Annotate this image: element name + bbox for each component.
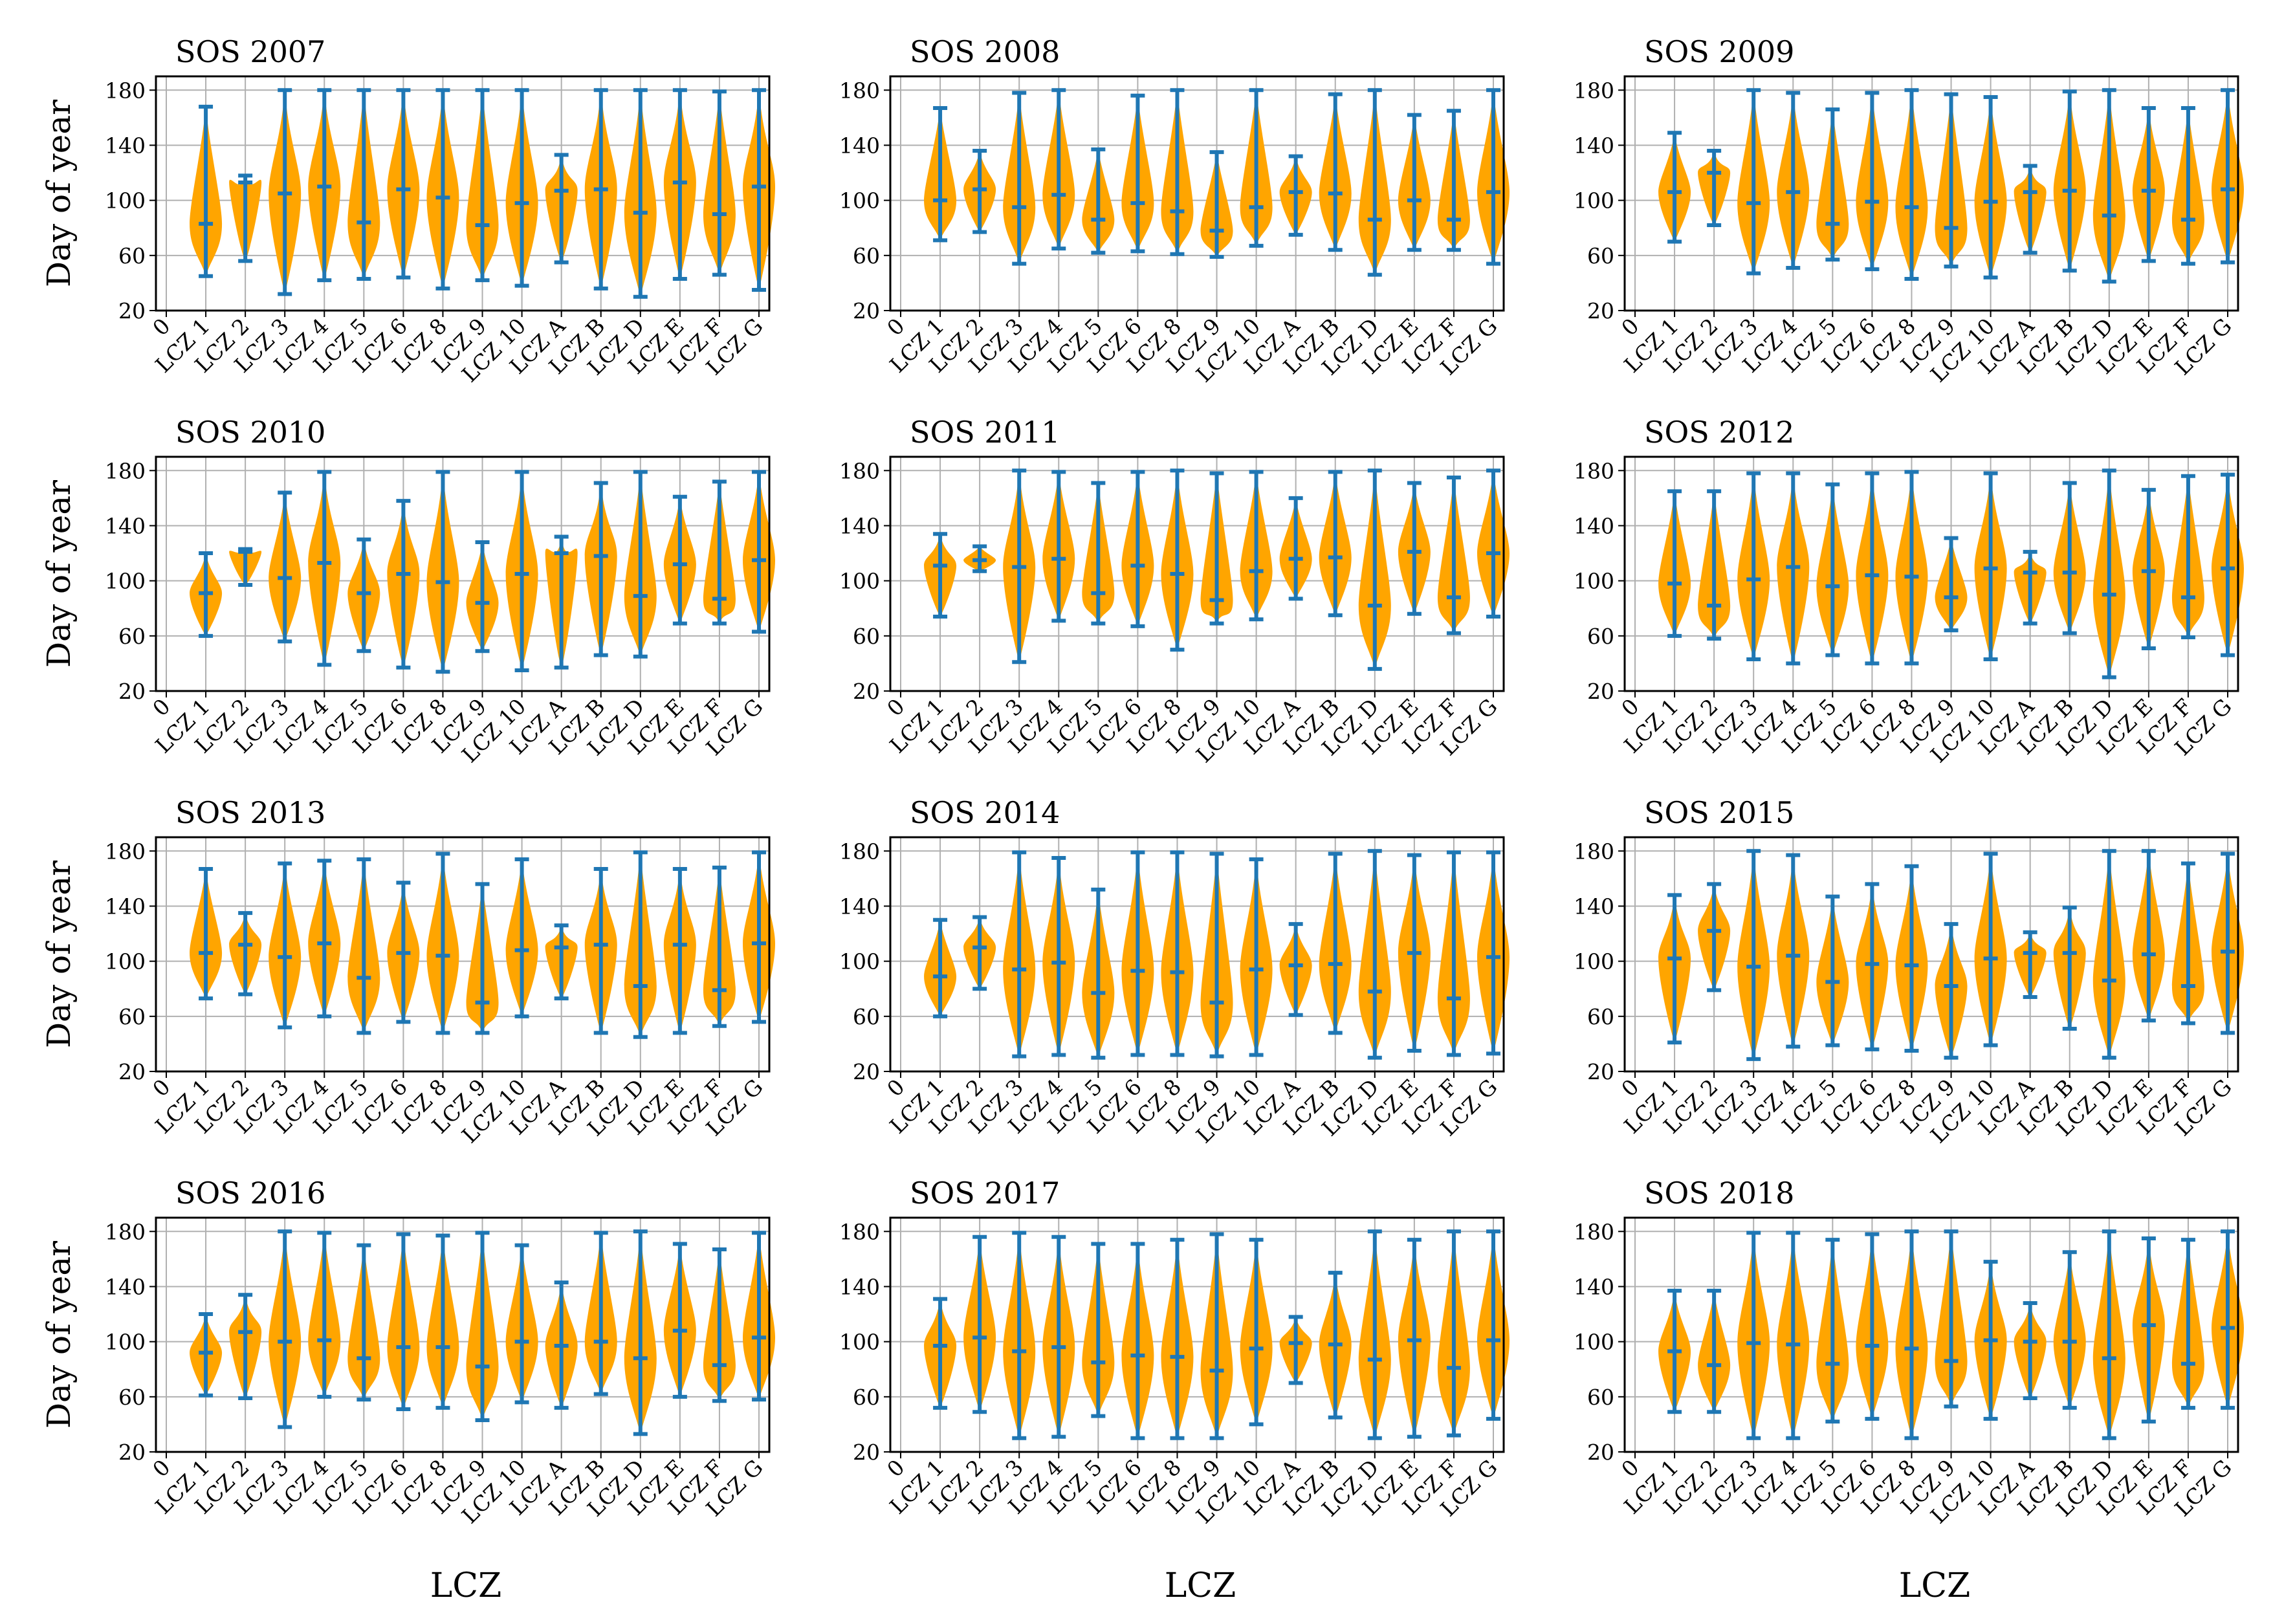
y-tick-label: 180 [1574,1219,1614,1244]
y-tick-label: 180 [839,78,880,103]
y-axis-label: Day of year [40,861,78,1048]
chart-title: SOS 2014 [910,795,1060,830]
y-tick-label: 140 [1574,133,1614,158]
y-tick-label: 100 [839,949,880,974]
axes-frame [1623,1216,2239,1453]
y-tick-label: 60 [853,243,880,269]
y-tick-label: 180 [1574,78,1614,103]
y-tick-label: 20 [1587,1059,1614,1084]
y-tick-label: 180 [1574,458,1614,483]
y-tick-label: 20 [853,679,880,704]
y-tick-label: 180 [839,458,880,483]
chart-title: SOS 2011 [910,415,1060,450]
y-tick-label: 140 [1574,1274,1614,1299]
y-tick-label: 100 [1574,1330,1614,1355]
y-tick-label: 20 [1587,298,1614,324]
y-tick-label: 100 [105,569,146,594]
y-tick-label: 180 [105,78,146,103]
axes-frame [889,75,1505,312]
y-axis-label: Day of year [40,480,78,668]
y-tick-label: 140 [839,1274,880,1299]
y-tick-label: 20 [118,679,146,704]
axes-frame [1623,75,2239,312]
y-tick-label: 60 [118,624,146,649]
y-tick-label: 20 [118,1059,146,1084]
y-tick-label: 60 [1587,243,1614,269]
y-tick-label: 60 [853,1004,880,1029]
chart-title: SOS 2013 [175,795,325,830]
y-tick-label: 100 [1574,949,1614,974]
y-tick-label: 140 [1574,894,1614,919]
chart-title: SOS 2009 [1644,34,1794,69]
axes-frame [155,455,771,692]
y-tick-label: 140 [839,894,880,919]
chart-title: SOS 2016 [175,1176,325,1211]
chart-title: SOS 2007 [175,34,325,69]
axes-frame [889,1216,1505,1453]
y-tick-label: 140 [105,513,146,538]
y-axis-label: Day of year [40,100,78,287]
y-tick-label: 20 [853,1059,880,1084]
y-tick-label: 60 [118,1385,146,1410]
y-tick-label: 100 [1574,188,1614,214]
y-tick-label: 180 [839,839,880,864]
y-tick-label: 60 [118,1004,146,1029]
y-tick-label: 60 [853,1385,880,1410]
y-tick-label: 20 [853,1440,880,1465]
y-tick-label: 100 [105,188,146,214]
y-tick-label: 100 [105,1330,146,1355]
axes-frame [889,836,1505,1073]
axes-frame [1623,455,2239,692]
x-axis-label-col2: LCZ [1165,1566,1236,1605]
chart-title: SOS 2012 [1644,415,1794,450]
axes-frame [889,455,1505,692]
y-tick-label: 180 [105,1219,146,1244]
x-axis-label-col3: LCZ [1899,1566,1970,1605]
y-axis-label: Day of year [40,1241,78,1429]
chart-title: SOS 2018 [1644,1176,1794,1211]
y-tick-label: 140 [839,513,880,538]
axes-frame [1623,836,2239,1073]
y-tick-label: 20 [1587,1440,1614,1465]
y-tick-label: 60 [118,243,146,269]
axes-frame [155,1216,771,1453]
y-tick-label: 180 [1574,839,1614,864]
y-tick-label: 100 [839,188,880,214]
axes-frame [155,75,771,312]
y-tick-label: 180 [105,458,146,483]
y-tick-label: 100 [839,569,880,594]
y-tick-label: 60 [853,624,880,649]
y-tick-label: 20 [118,298,146,324]
y-tick-label: 20 [1587,679,1614,704]
y-tick-label: 60 [1587,1004,1614,1029]
chart-title: SOS 2015 [1644,795,1794,830]
y-tick-label: 100 [1574,569,1614,594]
y-tick-label: 20 [853,298,880,324]
y-tick-label: 140 [105,1274,146,1299]
y-tick-label: 140 [1574,513,1614,538]
chart-title: SOS 2008 [910,34,1060,69]
y-tick-label: 180 [839,1219,880,1244]
axes-frame [155,836,771,1073]
y-tick-label: 60 [1587,1385,1614,1410]
y-tick-label: 60 [1587,624,1614,649]
y-tick-label: 180 [105,839,146,864]
y-tick-label: 140 [105,894,146,919]
x-axis-label-col1: LCZ [430,1566,501,1605]
y-tick-label: 100 [105,949,146,974]
chart-title: SOS 2010 [175,415,325,450]
y-tick-label: 100 [839,1330,880,1355]
y-tick-label: 20 [118,1440,146,1465]
y-tick-label: 140 [839,133,880,158]
y-tick-label: 140 [105,133,146,158]
chart-title: SOS 2017 [910,1176,1060,1211]
